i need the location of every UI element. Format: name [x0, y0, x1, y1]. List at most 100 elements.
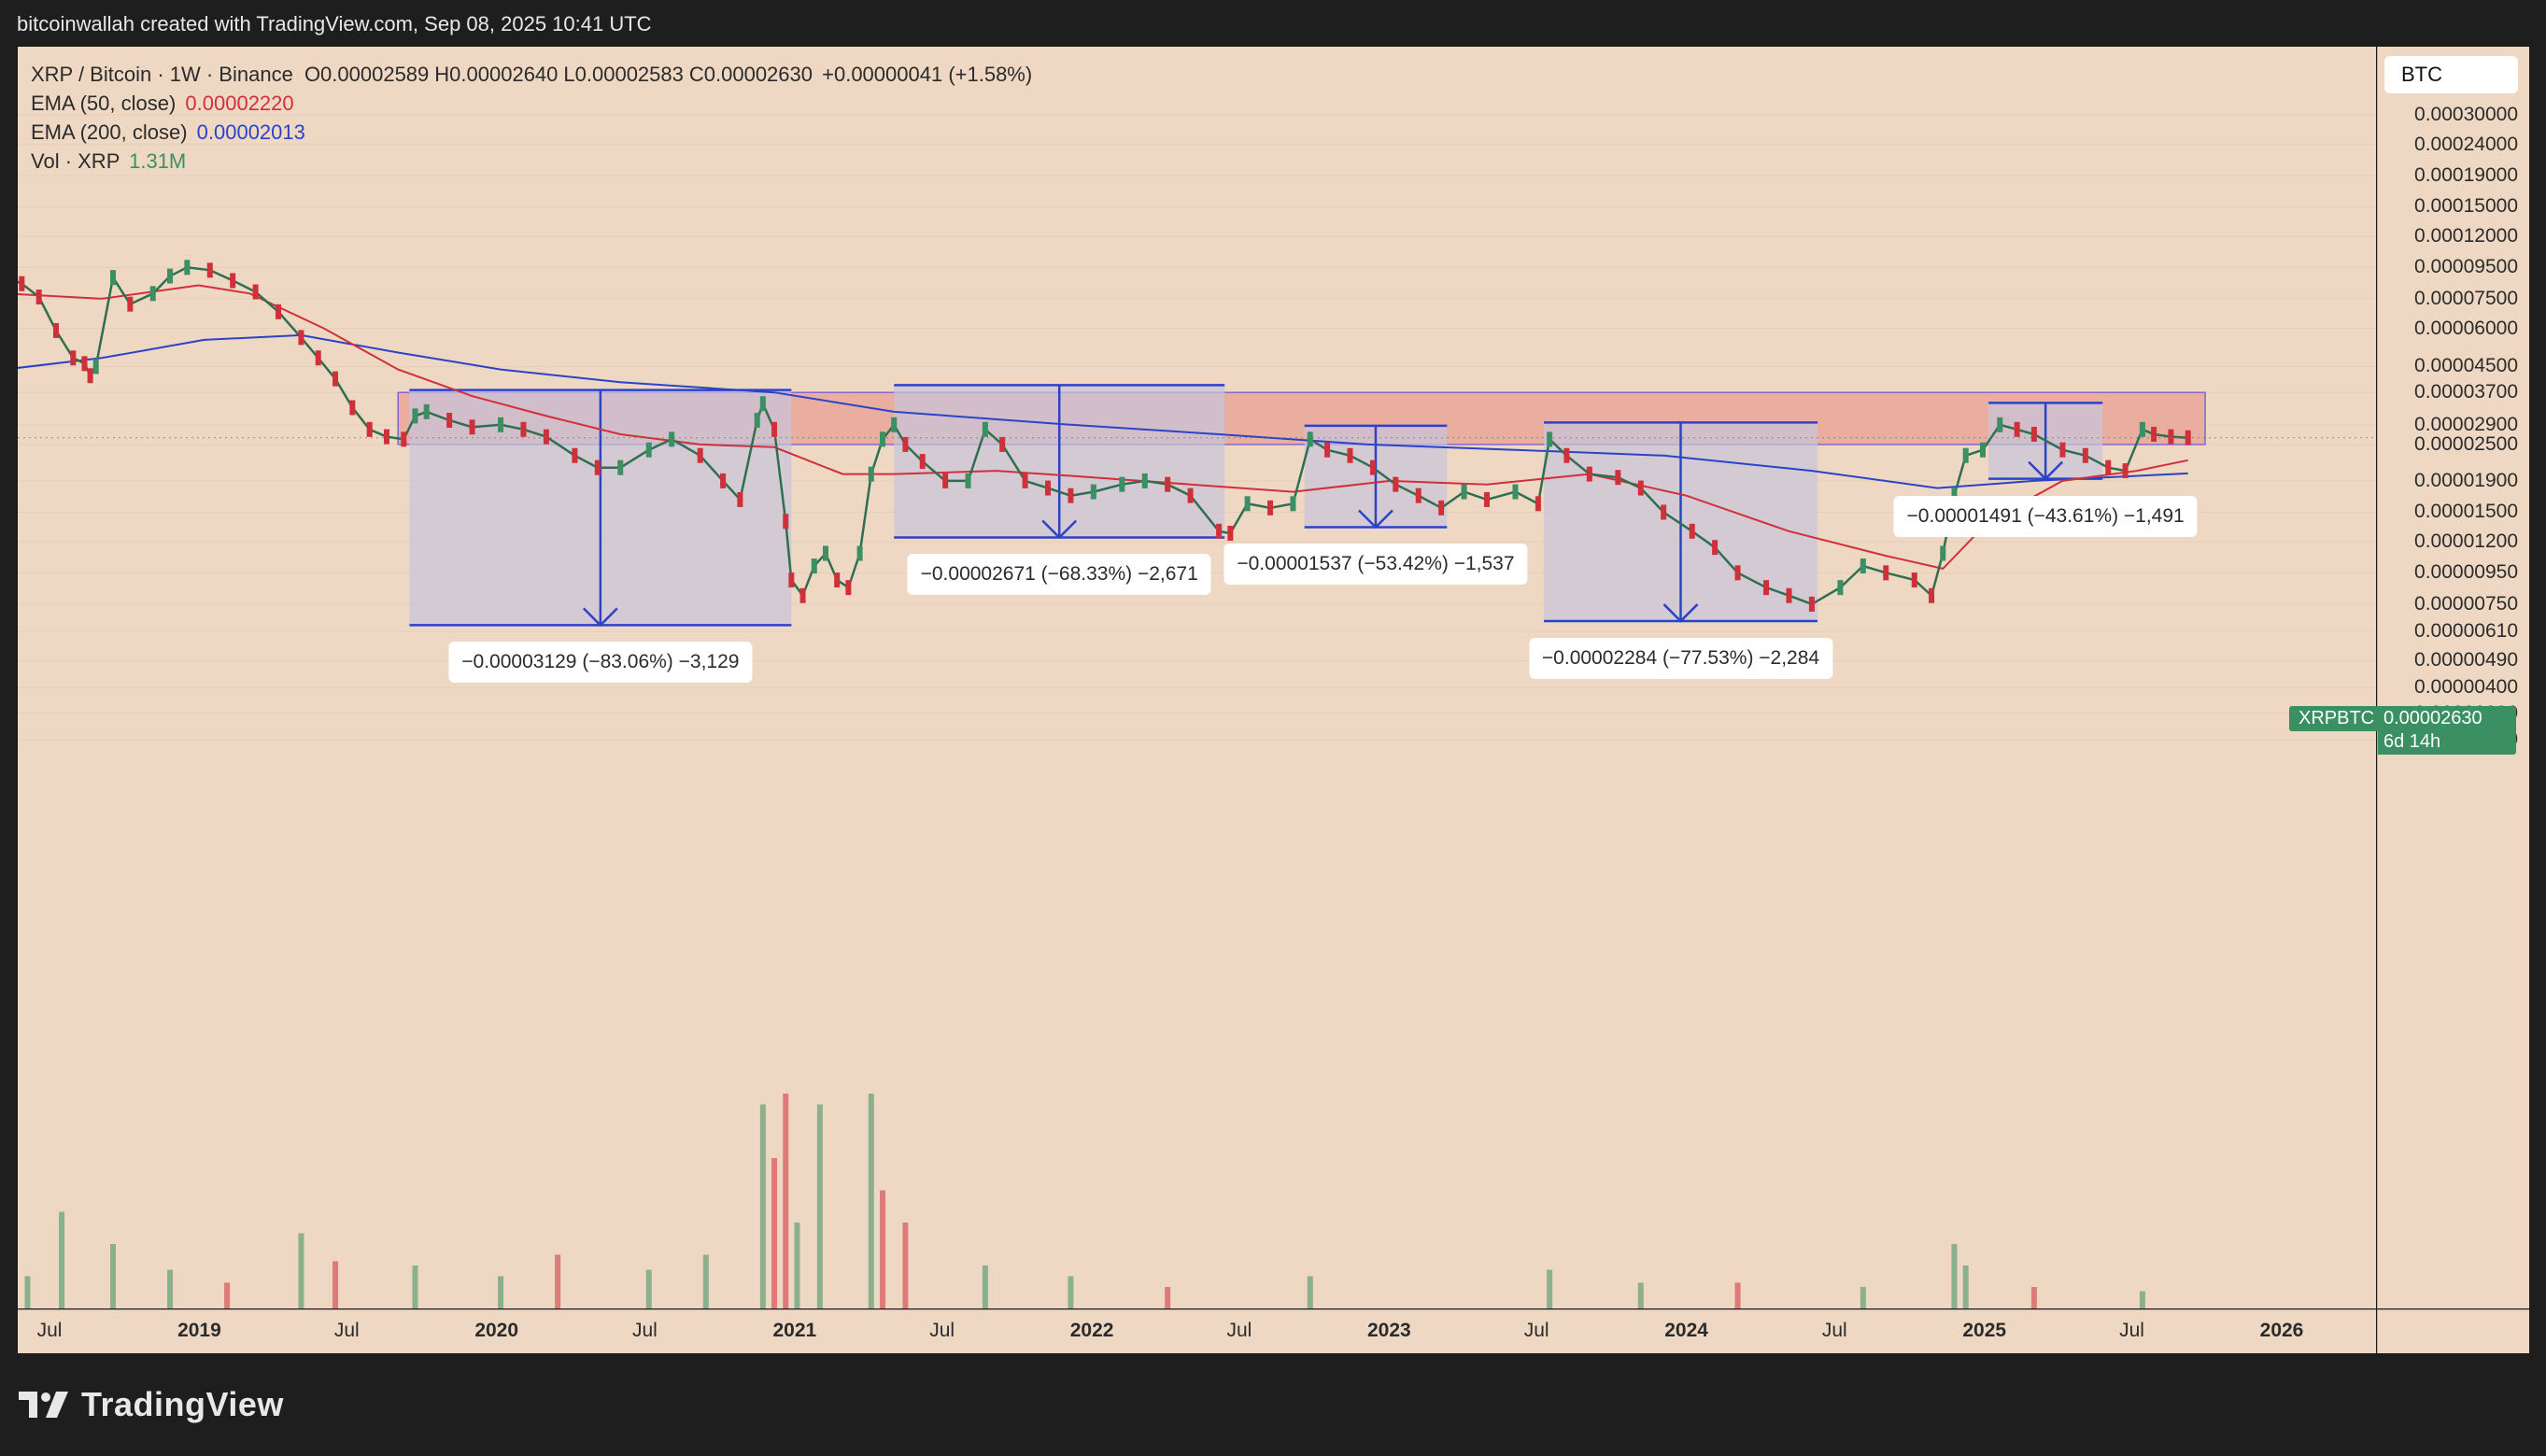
price-candle: [1883, 565, 1889, 581]
legend-ohlc-h: H0.00002640: [434, 63, 559, 86]
price-candle: [1267, 500, 1274, 516]
price-tick-label: 0.00000400: [2414, 676, 2518, 699]
price-candle: [2105, 459, 2112, 475]
volume-bar: [702, 1254, 709, 1308]
price-candle: [1324, 442, 1331, 458]
legend-ema50[interactable]: EMA (50, close) 0.00002220: [31, 89, 1032, 118]
price-candle: [423, 403, 430, 419]
legend-change: +0.00000041 (+1.58%): [822, 63, 1033, 86]
volume-bar: [759, 1104, 766, 1308]
time-tick-label: Jul: [1226, 1320, 1252, 1341]
price-candle: [383, 429, 389, 445]
price-candle: [2030, 426, 2037, 442]
price-candle: [594, 459, 601, 475]
price-candle: [2082, 447, 2088, 463]
volume-bar: [555, 1254, 561, 1308]
price-candle: [35, 290, 42, 305]
price-candle: [645, 442, 652, 458]
price-tick-label: 0.00004500: [2414, 355, 2518, 377]
price-candle: [1712, 540, 1719, 556]
plot-area[interactable]: XRP / Bitcoin · 1W · Binance O0.00002589…: [18, 47, 2376, 1308]
price-candle: [149, 286, 156, 302]
measure-label-4: −0.00002284 (−77.53%) −2,284: [1528, 638, 1833, 680]
legend-ohlc-c: C0.00002630: [688, 63, 813, 86]
price-candle: [1415, 488, 1422, 503]
ema200-label: EMA (200, close): [31, 120, 188, 144]
price-candle: [1929, 587, 1935, 603]
price-candle: [87, 368, 93, 384]
price-candle: [401, 431, 407, 447]
price-candle: [81, 356, 88, 372]
price-candle: [1615, 470, 1621, 486]
legend-ohlc: O0.00002589 H0.00002640 L0.00002583 C0.0000…: [299, 63, 813, 86]
price-candle: [520, 421, 527, 437]
price-candle: [965, 473, 971, 488]
price-candle: [2122, 463, 2129, 479]
arrow-down-icon: [1662, 603, 1699, 623]
legend-ema200[interactable]: EMA (200, close) 0.00002013: [31, 118, 1032, 147]
time-tick-label: Jul: [1821, 1320, 1847, 1341]
time-tick-label: Jul: [333, 1320, 360, 1341]
arrow-down-icon: [1358, 509, 1393, 530]
volume-bar: [24, 1276, 31, 1308]
arrow-down-icon: [582, 607, 618, 628]
price-tick-label: 0.00002900: [2414, 413, 2518, 435]
price-candle: [1227, 525, 1234, 541]
price-candle: [1979, 442, 1986, 458]
price-candle: [1165, 476, 1171, 492]
price-candle: [52, 322, 59, 338]
price-candle: [298, 330, 304, 346]
volume-bar: [982, 1265, 988, 1308]
price-candle: [720, 473, 727, 488]
price-candle: [1547, 431, 1553, 447]
time-tick-label: 2025: [1962, 1320, 2007, 1341]
currency-button[interactable]: BTC: [2384, 56, 2518, 93]
price-candle: [2014, 421, 2020, 437]
price-candle: [982, 421, 988, 437]
price-candle: [469, 419, 475, 435]
price-candle: [1689, 523, 1695, 539]
price-chart[interactable]: [18, 47, 2376, 1308]
measure-label-3: −0.00001537 (−53.42%) −1,537: [1223, 544, 1528, 586]
volume-bar: [167, 1269, 174, 1308]
volume-bar: [298, 1233, 304, 1308]
price-tick-label: 0.00000490: [2414, 649, 2518, 671]
price-candle: [1119, 476, 1125, 492]
volume-bar: [879, 1190, 885, 1308]
price-candle: [206, 262, 213, 278]
time-axis[interactable]: Jul 2019 Jul 2020 Jul 2021 Jul 2022 Jul 2023 Jul 20…: [18, 1309, 2376, 1353]
price-candle: [1837, 580, 1844, 596]
legend-volume[interactable]: Vol · XRP 1.31M: [31, 147, 1032, 176]
price-tick-label: 0.00006000: [2414, 317, 2518, 339]
price-candle: [1045, 480, 1052, 496]
price-candle: [617, 459, 624, 475]
price-candle: [167, 268, 174, 284]
ema200-line: [18, 333, 2188, 489]
measure-label-1: −0.00003129 (−83.06%) −3,129: [448, 642, 753, 684]
price-scale[interactable]: 0.00030000 0.00024000 0.00019000 0.00015000…: [2377, 47, 2529, 1308]
price-candle: [1090, 484, 1096, 500]
volume-bar: [1165, 1287, 1171, 1308]
price-candle: [366, 421, 373, 437]
price-candle: [412, 408, 418, 424]
volume-bar: [1068, 1276, 1074, 1308]
price-candle: [572, 447, 578, 463]
price-candle: [754, 413, 760, 429]
price-candle: [2151, 426, 2157, 442]
price-candle: [446, 413, 453, 429]
price-tick-label: 0.00001900: [2414, 469, 2518, 491]
legend-symbol-row[interactable]: XRP / Bitcoin · 1W · Binance O0.00002589…: [31, 60, 1032, 89]
volume-bar: [412, 1265, 418, 1308]
price-candle: [1661, 504, 1667, 520]
top-bar: bitcoinwallah created with TradingView.c…: [0, 0, 2546, 45]
price-candle: [315, 350, 321, 366]
price-candle: [1860, 558, 1866, 574]
legend-ohlc-l: L0.00002583: [563, 63, 684, 86]
price-candle: [1022, 473, 1028, 488]
price-candle: [669, 431, 675, 447]
axis-corner[interactable]: [2377, 1309, 2529, 1353]
price-candle: [1307, 431, 1313, 447]
price-candle: [1483, 491, 1490, 507]
price-candle: [349, 400, 356, 416]
price-tick-label: 0.00000610: [2414, 620, 2518, 643]
